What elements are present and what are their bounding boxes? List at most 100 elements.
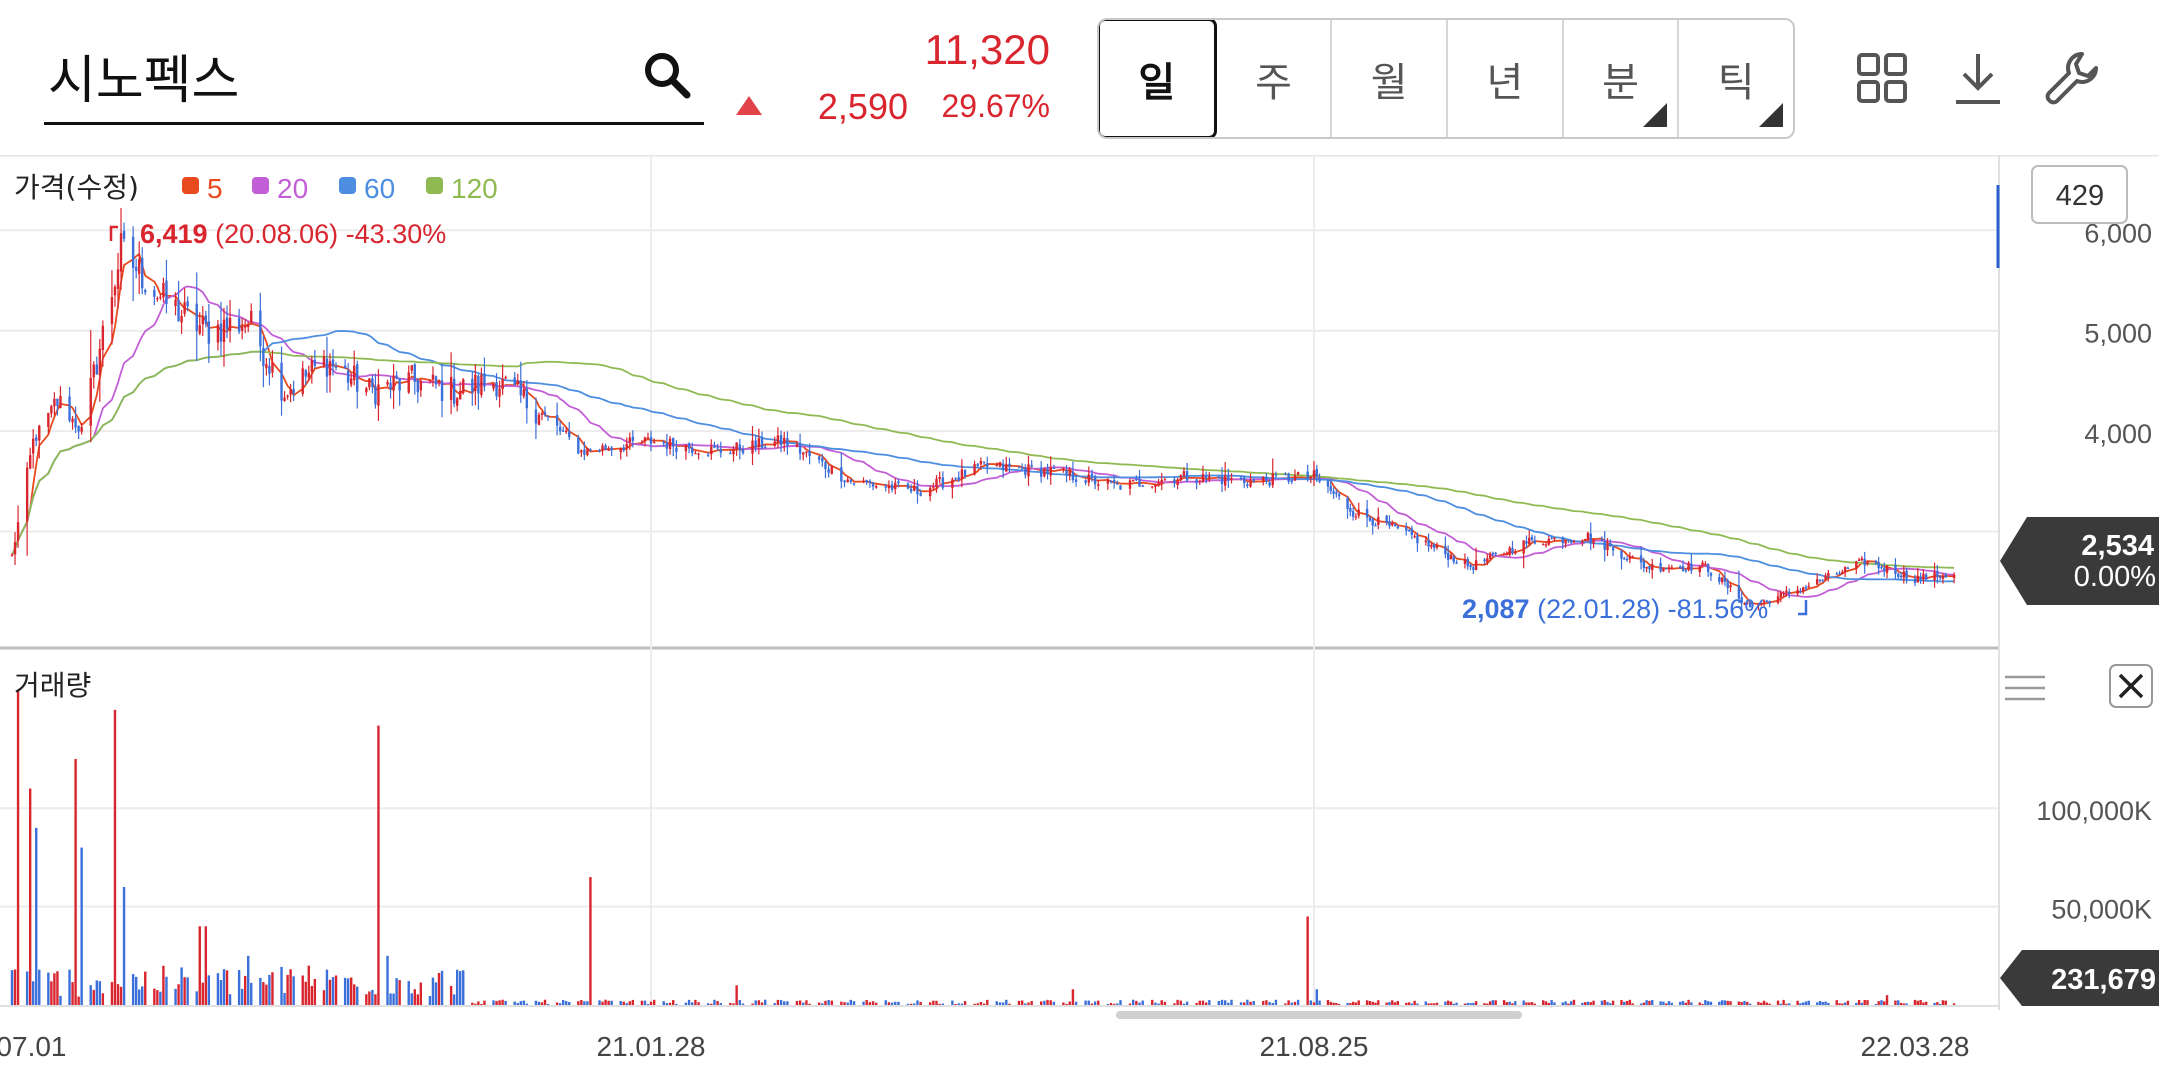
- volume-bar: [1090, 1003, 1094, 1005]
- volume-bar: [1290, 1002, 1293, 1005]
- volume-bar: [1857, 1000, 1861, 1005]
- volume-bar: [1821, 1001, 1824, 1005]
- volume-bar: [368, 991, 371, 1005]
- candle-body: [687, 443, 691, 449]
- volume-bar: [998, 1002, 1002, 1005]
- wrench-icon[interactable]: [2042, 48, 2102, 108]
- volume-bar: [134, 976, 138, 1005]
- volume-bar: [10, 970, 14, 1005]
- candle-body: [1681, 566, 1685, 571]
- candle-body: [565, 430, 568, 433]
- candle-body: [516, 380, 519, 385]
- stock-chart[interactable]: 6,0005,0004,0003,00050,000K100,000K20.07…: [0, 155, 2159, 1080]
- candle-body: [1391, 522, 1394, 526]
- volume-bar: [1924, 1001, 1928, 1005]
- candle-body: [283, 397, 286, 401]
- candle-body: [1435, 545, 1439, 548]
- candle-body: [1393, 524, 1397, 527]
- candle-body: [1874, 560, 1878, 564]
- candle-body: [462, 379, 465, 394]
- candle-body: [951, 479, 954, 488]
- candle-body: [1581, 541, 1584, 543]
- candle-body: [89, 377, 92, 426]
- volume-bar: [1718, 1001, 1721, 1005]
- volume-bar: [1525, 1002, 1528, 1005]
- candle-body: [1897, 573, 1900, 577]
- download-icon[interactable]: [1952, 50, 2004, 106]
- candle-body: [204, 315, 208, 324]
- candle-body: [691, 447, 694, 453]
- candle-body: [1068, 470, 1071, 476]
- price-panel-title: 가격(수정): [14, 171, 139, 204]
- search-input[interactable]: 시노펙스: [48, 51, 240, 111]
- candle-body: [649, 437, 653, 444]
- candle-body: [1204, 475, 1208, 478]
- volume-bar: [546, 1003, 550, 1005]
- candle-body: [1491, 552, 1495, 555]
- candle-body: [519, 380, 522, 396]
- candle-body: [1600, 539, 1604, 541]
- candle-body: [1371, 519, 1374, 526]
- candle-body: [694, 452, 697, 455]
- volume-bar: [1374, 1002, 1377, 1005]
- low-arrow-icon: [1798, 600, 1808, 616]
- legend-swatch: [182, 177, 199, 194]
- volume-bar: [783, 1001, 786, 1005]
- search-box[interactable]: 시노펙스: [44, 30, 704, 125]
- candle-body: [821, 458, 824, 462]
- candle-body: [183, 302, 186, 314]
- candle-body: [662, 442, 665, 444]
- volume-bar: [1008, 1003, 1011, 1005]
- volume-bar: [1899, 1002, 1903, 1005]
- volume-bar: [1151, 999, 1154, 1005]
- volume-bar: [1046, 999, 1049, 1005]
- period-tab-3[interactable]: 년: [1448, 20, 1564, 137]
- candle-body: [852, 483, 856, 485]
- candle-body: [973, 463, 976, 475]
- period-tab-5[interactable]: 틱: [1679, 20, 1793, 137]
- candle-body: [98, 348, 102, 376]
- period-tab-4[interactable]: 분: [1564, 20, 1680, 137]
- candle-body: [1883, 568, 1886, 572]
- volume-bar: [1087, 1000, 1090, 1005]
- volume-bar: [1846, 1000, 1850, 1005]
- candle-body: [498, 388, 501, 397]
- search-icon[interactable]: [642, 50, 692, 100]
- volume-bar: [1785, 1003, 1788, 1005]
- period-tab-1[interactable]: 주: [1217, 20, 1333, 137]
- candle-body: [1606, 544, 1609, 551]
- candle-body: [1385, 515, 1388, 523]
- volume-bar: [1547, 1002, 1551, 1005]
- candle-body: [1589, 533, 1592, 543]
- volume-bar: [1410, 1003, 1414, 1005]
- candle-body: [16, 522, 20, 541]
- candle-body: [1157, 482, 1160, 486]
- period-tab-0[interactable]: 일: [1099, 20, 1217, 137]
- volume-bar: [1274, 999, 1278, 1005]
- candle-body: [941, 477, 945, 488]
- volume-bar: [1651, 1000, 1654, 1005]
- volume-bar: [963, 1001, 967, 1005]
- zoom-count-box[interactable]: [2031, 165, 2128, 224]
- volume-bar: [1377, 1000, 1380, 1005]
- volume-bar: [1452, 1003, 1455, 1005]
- horizontal-scrollbar[interactable]: [1116, 1011, 1522, 1019]
- candle-body: [237, 318, 241, 332]
- candle-body: [1821, 580, 1824, 582]
- volume-bar: [897, 1001, 900, 1005]
- volume-bar: [343, 977, 347, 1005]
- volume-bar: [1600, 1000, 1604, 1005]
- period-tab-2[interactable]: 월: [1332, 20, 1449, 137]
- candle-body: [1449, 554, 1453, 560]
- volume-bar: [356, 986, 359, 1005]
- candle-body: [95, 364, 98, 375]
- grid-icon[interactable]: [1856, 52, 1908, 104]
- candle-body: [122, 230, 126, 239]
- candle-body: [995, 464, 998, 467]
- candle-body: [862, 480, 865, 482]
- candle-body: [1243, 477, 1246, 484]
- volume-bar: [1131, 999, 1135, 1005]
- volume-bar: [80, 847, 83, 1005]
- candle-body: [1293, 475, 1297, 481]
